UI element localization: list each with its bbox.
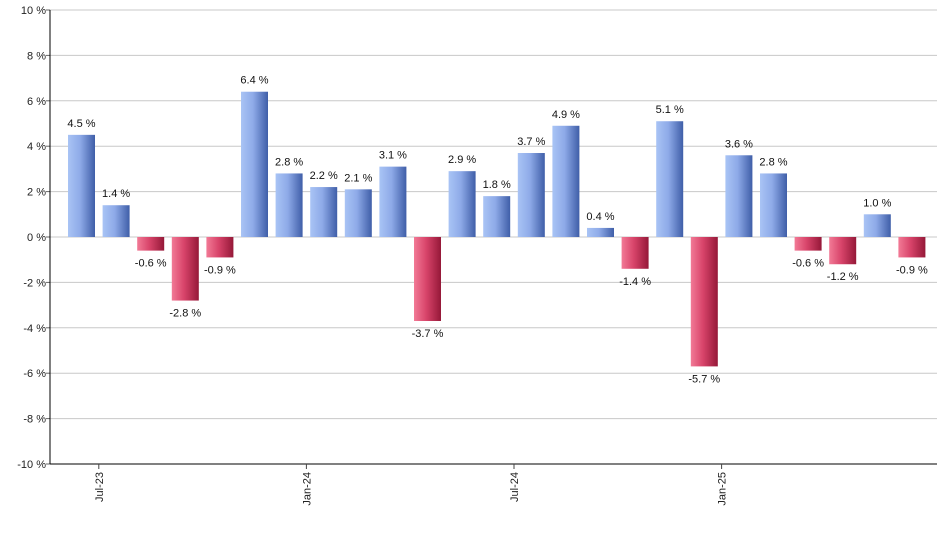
- data-label: 4.9 %: [552, 109, 580, 121]
- y-tick-label: -8 %: [23, 414, 46, 426]
- y-tick-label: 4 %: [27, 141, 46, 153]
- x-tick-label: Jan-25: [717, 472, 729, 506]
- bar: [690, 237, 718, 367]
- data-label: -0.6 %: [792, 258, 824, 270]
- y-tick-label: 0 %: [27, 232, 46, 244]
- bar: [206, 237, 234, 258]
- axes: [49, 10, 937, 465]
- data-label: 2.9 %: [448, 154, 476, 166]
- x-tick-label: Jul-23: [94, 472, 106, 502]
- y-tick-label: -4 %: [23, 323, 46, 335]
- bar: [587, 227, 614, 237]
- data-label: -1.4 %: [619, 276, 651, 288]
- data-label: -5.7 %: [688, 373, 720, 385]
- data-label: 6.4 %: [240, 75, 268, 87]
- y-tick-label: 2 %: [27, 187, 46, 199]
- bar: [102, 205, 130, 237]
- data-label: -0.9 %: [204, 264, 236, 276]
- data-label: 2.2 %: [310, 170, 338, 182]
- bar: [483, 196, 511, 237]
- bar: [414, 237, 441, 321]
- bar: [552, 125, 580, 237]
- bar: [829, 237, 857, 265]
- bar: [275, 173, 303, 237]
- bar: [68, 134, 95, 237]
- data-label: 3.7 %: [517, 136, 545, 148]
- y-tick-label: 10 %: [21, 5, 46, 17]
- data-label: -0.9 %: [896, 264, 928, 276]
- data-label: 4.5 %: [67, 118, 95, 130]
- data-label: 1.4 %: [102, 188, 130, 200]
- bar: [760, 173, 787, 237]
- data-label: 2.8 %: [275, 156, 303, 168]
- bar: [171, 237, 199, 301]
- data-label: -3.7 %: [412, 328, 444, 340]
- y-tick-label: -6 %: [23, 368, 46, 380]
- data-labels: 4.5 % 1.4 % -0.6 % -2.8 % -0.9 % 6.4 % 2.8 % 2.…: [67, 75, 928, 386]
- data-label: 2.8 %: [759, 156, 787, 168]
- bar: [725, 155, 753, 237]
- bar: [137, 237, 165, 251]
- data-label: 3.1 %: [379, 150, 407, 162]
- bar: [517, 153, 545, 237]
- bar: [621, 237, 649, 269]
- bar: [241, 91, 268, 237]
- data-label: 1.0 %: [863, 197, 891, 209]
- data-label: -2.8 %: [169, 308, 201, 320]
- y-tick-label: 6 %: [27, 96, 46, 108]
- bar: [794, 237, 822, 251]
- x-tick-label: Jan-24: [301, 472, 313, 506]
- data-label: 2.1 %: [344, 172, 372, 184]
- bar: [656, 121, 684, 237]
- data-label: -1.2 %: [827, 271, 859, 283]
- y-tick-label: -10 %: [17, 459, 46, 471]
- y-tick-label: 8 %: [27, 50, 46, 62]
- bar: [379, 166, 407, 237]
- bar: [310, 187, 338, 237]
- bar: [448, 171, 476, 237]
- bar: [863, 214, 891, 237]
- x-tick-label: Jul-24: [509, 472, 521, 502]
- data-label: -0.6 %: [135, 258, 167, 270]
- data-label: 3.6 %: [725, 138, 753, 150]
- x-axis-ticks: Jul-23 Jan-24 Jul-24 Jan-25: [94, 464, 729, 506]
- bar: [898, 237, 926, 258]
- data-label: 0.4 %: [586, 211, 614, 223]
- data-label: 1.8 %: [483, 179, 511, 191]
- bars: [68, 91, 926, 367]
- y-tick-label: -2 %: [23, 277, 46, 289]
- data-label: 5.1 %: [656, 104, 684, 116]
- y-axis-ticks: -10 % -8 % -6 % -4 % -2 % 0 % 2 % 4 % 6 % 8 % 10 %: [17, 5, 50, 471]
- bar: [344, 189, 372, 237]
